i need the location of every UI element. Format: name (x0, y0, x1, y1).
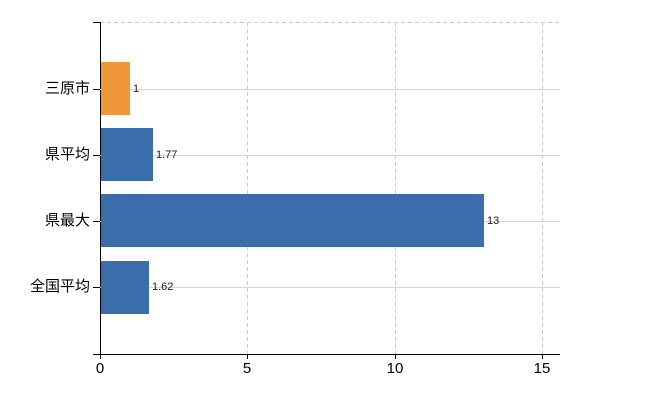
y-axis-line (100, 22, 101, 354)
y-axis-top-tick (93, 22, 100, 23)
bar-value-label: 1 (133, 83, 140, 95)
v-gridline (542, 22, 543, 354)
bar (101, 194, 484, 247)
bar-value-label: 1.77 (156, 149, 178, 161)
x-axis-tick (395, 354, 396, 359)
chart-top-border (100, 22, 562, 23)
y-axis-tick (93, 89, 100, 90)
category-label: 三原市 (44, 80, 90, 97)
bar (101, 261, 149, 314)
y-axis-tick (93, 287, 100, 288)
v-gridline (395, 22, 396, 354)
v-gridline (247, 22, 248, 354)
x-axis-tick (247, 354, 248, 359)
x-axis-tick (542, 354, 543, 359)
bar (101, 62, 130, 115)
bar (101, 128, 153, 181)
h-gridline (100, 155, 560, 156)
y-axis-tick (93, 221, 100, 222)
y-axis-tick (93, 155, 100, 156)
x-tick-label: 5 (242, 360, 252, 377)
x-tick-label: 0 (95, 360, 105, 377)
x-axis-line (93, 354, 560, 355)
category-label: 県最大 (44, 212, 90, 229)
h-gridline (100, 287, 560, 288)
category-label: 全国平均 (29, 278, 90, 295)
h-gridline (100, 89, 560, 90)
x-tick-label: 10 (386, 360, 404, 377)
x-axis-tick (100, 354, 101, 359)
category-label: 県平均 (44, 146, 90, 163)
bar-value-label: 13 (487, 215, 500, 227)
x-tick-label: 15 (533, 360, 551, 377)
bar-value-label: 1.62 (152, 281, 174, 293)
